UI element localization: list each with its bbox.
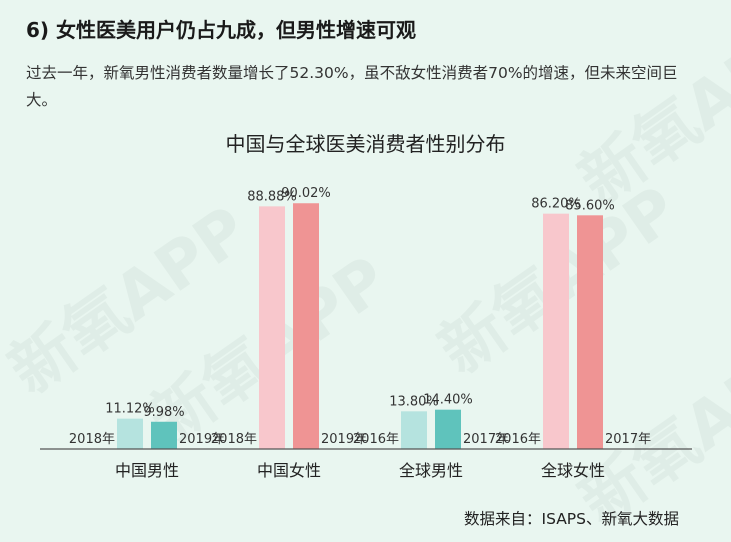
bar <box>293 203 319 449</box>
category-label: 全球男性 <box>399 461 463 480</box>
year-label: 2017年 <box>463 432 509 447</box>
year-label: 2017年 <box>605 432 651 447</box>
bar <box>259 206 285 449</box>
bar <box>117 418 143 449</box>
data-label: 88.88% <box>247 189 297 204</box>
data-source: 数据来自：ISAPS、新氧大数据 <box>464 510 679 528</box>
year-label: 2018年 <box>69 432 115 447</box>
bar <box>151 421 177 449</box>
chart-title: 中国与全球医美消费者性别分布 <box>225 132 506 156</box>
data-label: 11.12% <box>105 402 155 417</box>
bar <box>435 409 461 449</box>
data-label: 9.98% <box>143 405 184 420</box>
data-label: 90.02% <box>281 186 331 201</box>
year-label: 2019年 <box>321 432 367 447</box>
intro-paragraph: 过去一年，新氧男性消费者数量增长了52.30%，虽不敌女性消费者70%的增速，但… <box>26 64 678 109</box>
bar <box>543 213 569 449</box>
bar <box>577 215 603 449</box>
section-heading: 6) 女性医美用户仍占九成，但男性增速可观 <box>26 18 417 42</box>
category-label: 中国男性 <box>115 461 179 480</box>
year-label: 2018年 <box>211 432 257 447</box>
year-label: 2019年 <box>179 432 225 447</box>
data-label: 86.20% <box>531 197 581 212</box>
data-label: 14.40% <box>423 393 473 408</box>
category-label: 中国女性 <box>257 461 321 480</box>
year-label: 2016年 <box>353 432 399 447</box>
data-label: 85.60% <box>565 198 615 213</box>
data-label: 13.80% <box>389 394 439 409</box>
bar <box>401 411 427 449</box>
year-label: 2016年 <box>495 432 541 447</box>
category-label: 全球女性 <box>541 461 605 480</box>
